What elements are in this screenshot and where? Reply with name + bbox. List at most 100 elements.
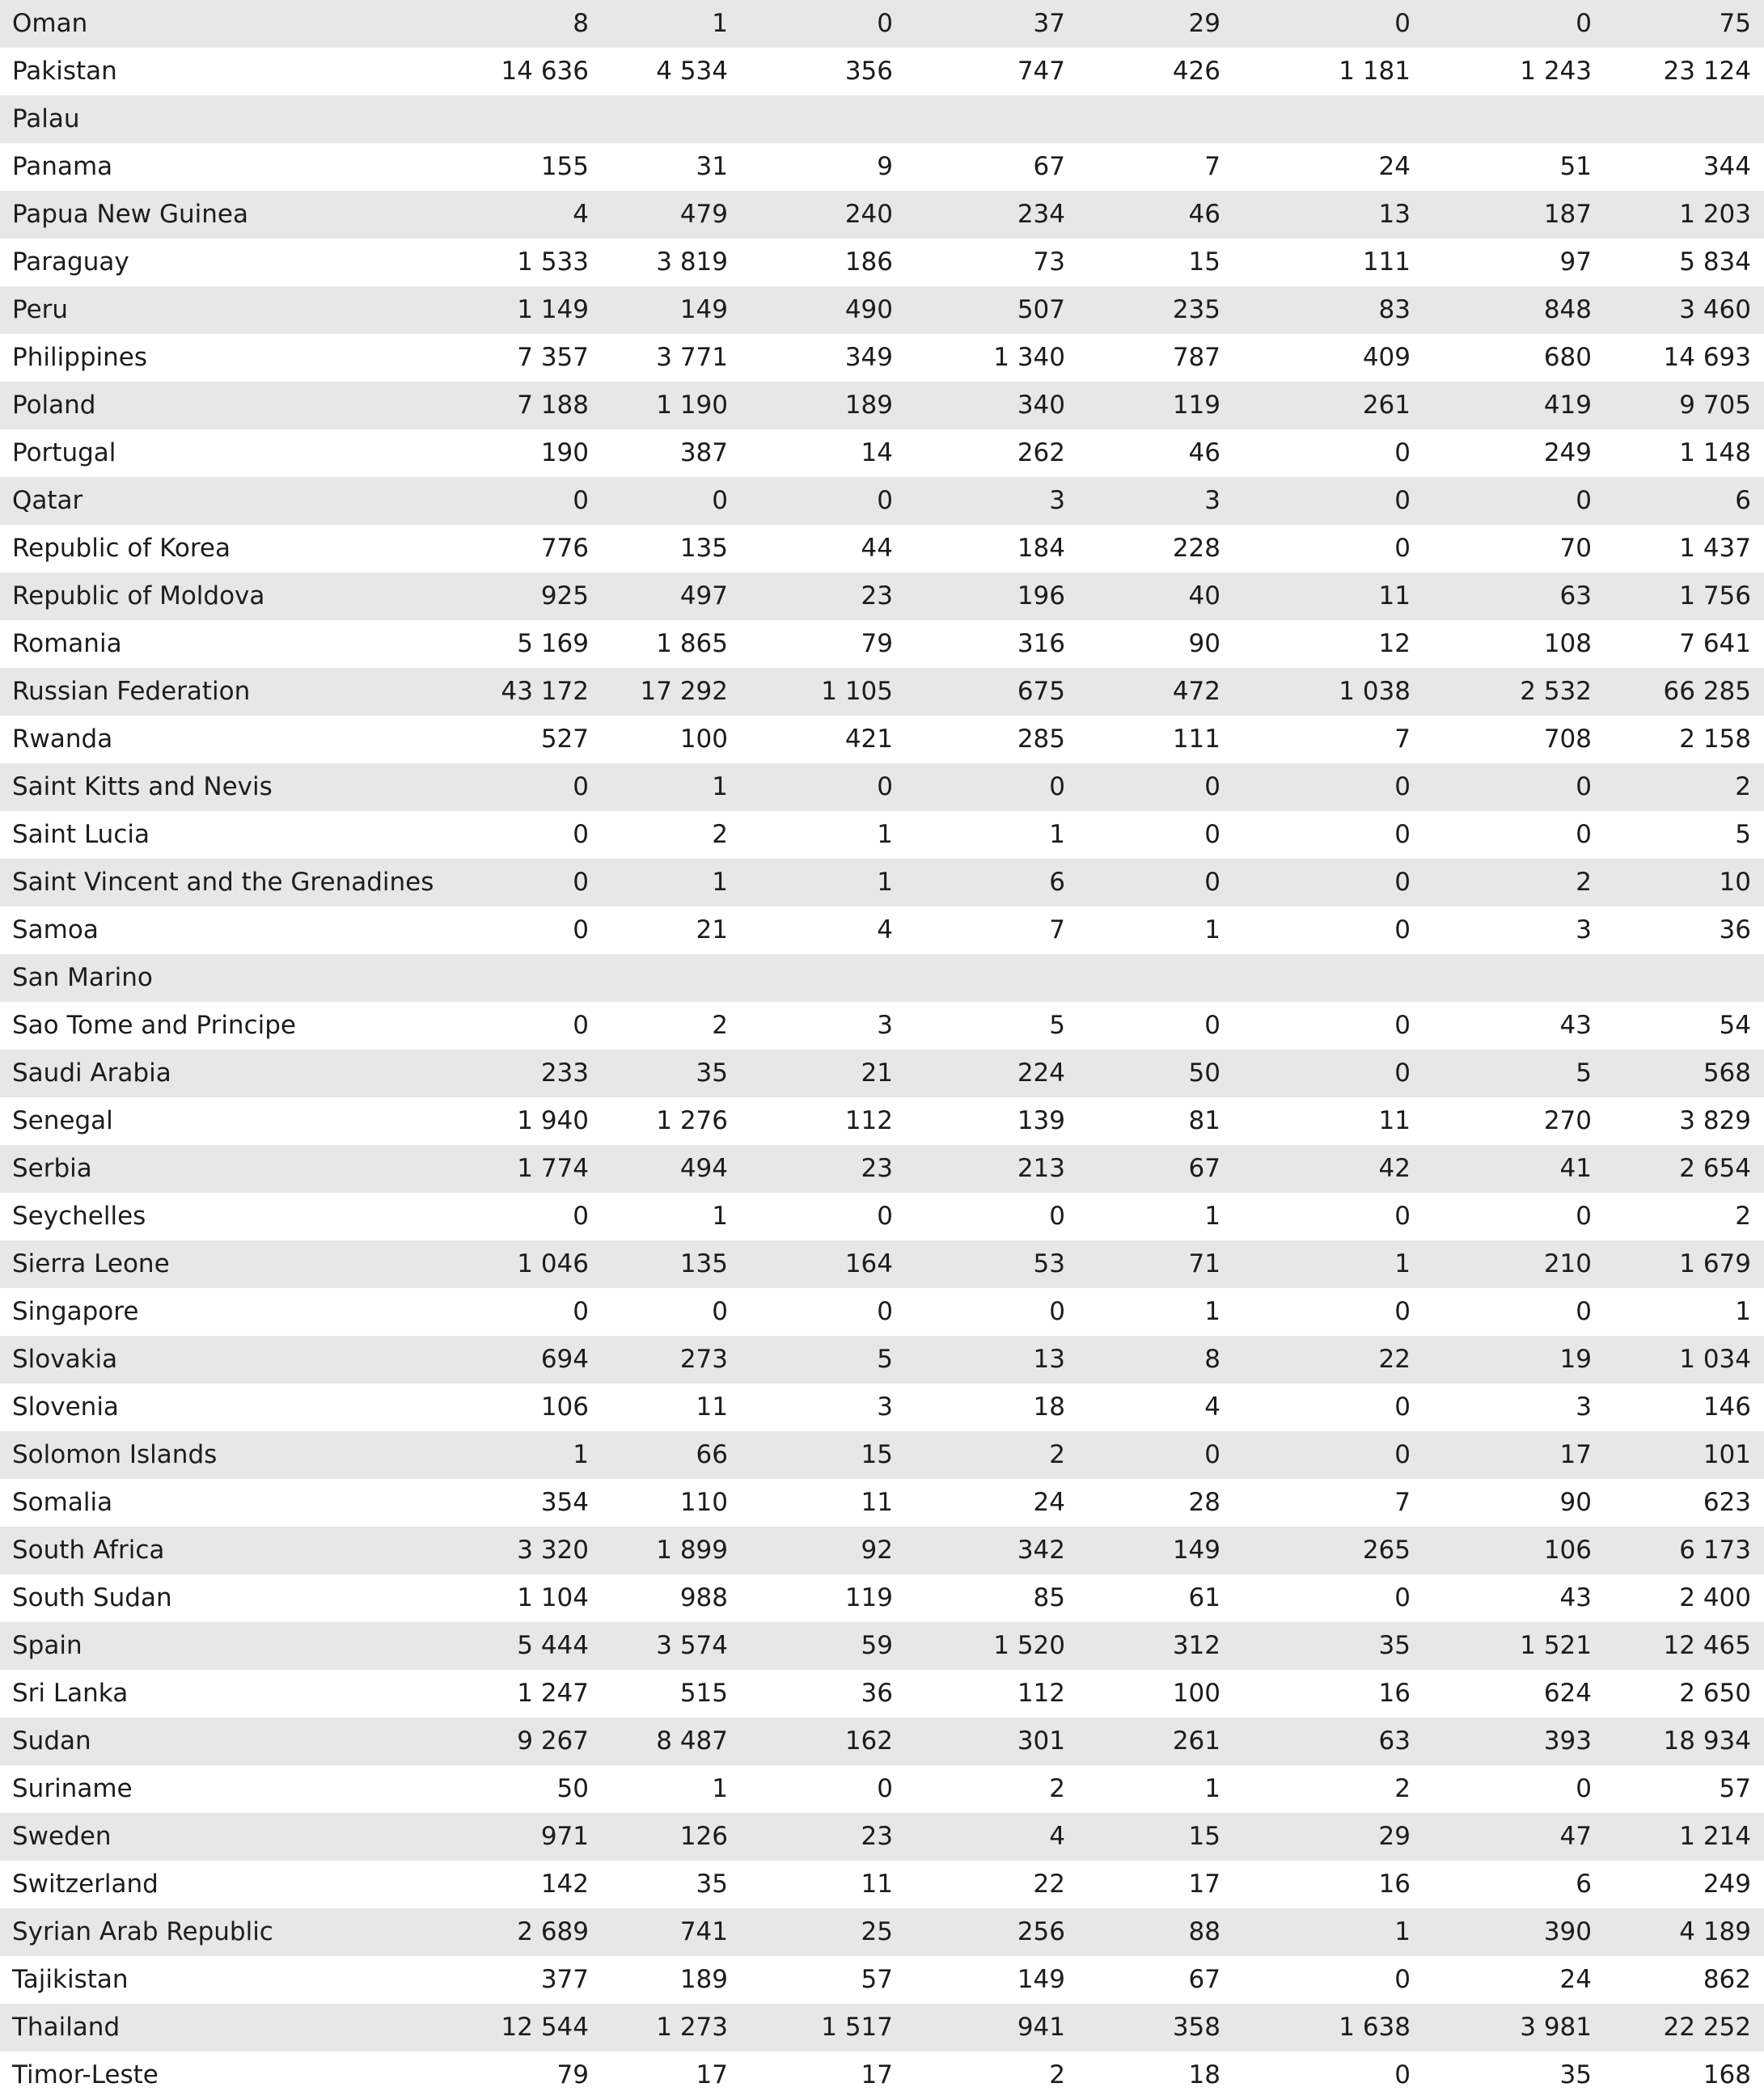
value-cell: 186 — [844, 247, 893, 277]
value-cell: 47 — [1559, 1822, 1592, 1851]
country-name: Panama — [12, 152, 113, 181]
value-cell: 210 — [1543, 1249, 1592, 1278]
table-row: Saint Vincent and the Grenadines 0 1 1 6 0 0 2 1… — [0, 859, 1764, 906]
country-name: Rwanda — [12, 725, 113, 754]
country-name: Tajikistan — [12, 1965, 129, 1994]
value-cell: 497 — [679, 581, 728, 611]
table-row: South Africa 3 320 1 899 92 342 149 265 106 6 17… — [0, 1527, 1764, 1574]
value-cell: 256 — [1017, 1917, 1065, 1946]
value-cell: 42 — [1378, 1154, 1411, 1183]
table-row: Seychelles 0 1 0 0 1 0 0 2 — [0, 1193, 1764, 1240]
table-row: Suriname 50 1 0 2 1 2 0 57 — [0, 1765, 1764, 1813]
value-cell: 0 — [1576, 1202, 1592, 1231]
value-cell: 19 — [1559, 1345, 1592, 1374]
value-cell: 0 — [1204, 772, 1220, 801]
value-cell: 0 — [877, 1774, 893, 1803]
value-cell: 15 — [861, 1440, 893, 1469]
value-cell: 2 400 — [1679, 1583, 1751, 1612]
table-row: Saudi Arabia 233 35 21 224 50 0 5 568 — [0, 1050, 1764, 1097]
value-cell: 135 — [679, 1249, 728, 1278]
value-cell: 1 149 — [517, 295, 589, 324]
table-row: Poland 7 188 1 190 189 340 119 261 419 9 705 — [0, 382, 1764, 429]
value-cell: 0 — [1576, 772, 1592, 801]
value-cell: 1 — [1394, 1249, 1411, 1278]
value-cell: 18 — [1033, 1392, 1065, 1422]
value-cell: 2 532 — [1520, 677, 1592, 706]
table-row: Saint Kitts and Nevis 0 1 0 0 0 0 0 2 — [0, 763, 1764, 811]
value-cell: 265 — [1362, 1536, 1411, 1565]
value-cell: 354 — [540, 1488, 589, 1517]
value-cell: 1 105 — [821, 677, 893, 706]
value-cell: 316 — [1017, 629, 1065, 658]
value-cell: 54 — [1719, 1011, 1751, 1040]
value-cell: 189 — [679, 1965, 728, 1994]
value-cell: 168 — [1703, 2060, 1751, 2089]
value-cell: 2 — [1049, 1774, 1065, 1803]
country-name: Palau — [12, 104, 80, 133]
value-cell: 63 — [1378, 1726, 1411, 1756]
value-cell: 0 — [1394, 2060, 1411, 2089]
value-cell: 1 — [712, 868, 728, 897]
value-cell: 1 046 — [517, 1249, 589, 1278]
value-cell: 44 — [861, 534, 893, 563]
value-cell: 6 — [1576, 1870, 1592, 1899]
value-cell: 1 — [1204, 1297, 1220, 1326]
table-row: Palau — [0, 95, 1764, 143]
value-cell: 9 705 — [1679, 391, 1751, 420]
value-cell: 1 521 — [1520, 1631, 1592, 1660]
value-cell: 0 — [1394, 1297, 1411, 1326]
value-cell: 43 — [1559, 1011, 1592, 1040]
value-cell: 0 — [1394, 820, 1411, 849]
value-cell: 0 — [1049, 1202, 1065, 1231]
country-name: Sierra Leone — [12, 1249, 170, 1278]
country-name: Russian Federation — [12, 677, 251, 706]
country-name: Paraguay — [12, 247, 129, 277]
value-cell: 12 544 — [501, 2013, 589, 2042]
value-cell: 18 934 — [1663, 1726, 1751, 1756]
value-cell: 12 — [1378, 629, 1411, 658]
value-cell: 2 650 — [1679, 1679, 1751, 1708]
table-row: Senegal 1 940 1 276 112 139 81 11 270 3 829 — [0, 1097, 1764, 1145]
value-cell: 344 — [1703, 152, 1751, 181]
value-cell: 270 — [1543, 1106, 1592, 1135]
country-name: Solomon Islands — [12, 1440, 218, 1469]
value-cell: 50 — [556, 1774, 589, 1803]
value-cell: 8 — [1204, 1345, 1220, 1374]
value-cell: 4 — [1049, 1822, 1065, 1851]
value-cell: 111 — [1362, 247, 1411, 277]
table-row: Republic of Moldova 925 497 23 196 40 11 63 1 75… — [0, 573, 1764, 620]
value-cell: 100 — [679, 725, 728, 754]
value-cell: 3 771 — [656, 343, 728, 372]
value-cell: 393 — [1543, 1726, 1592, 1756]
value-cell: 67 — [1188, 1965, 1220, 1994]
value-cell: 67 — [1033, 152, 1065, 181]
value-cell: 100 — [1172, 1679, 1220, 1708]
value-cell: 101 — [1703, 1440, 1751, 1469]
value-cell: 73 — [1033, 247, 1065, 277]
value-cell: 28 — [1188, 1488, 1220, 1517]
value-cell: 5 169 — [517, 629, 589, 658]
value-cell: 12 465 — [1663, 1631, 1751, 1660]
value-cell: 240 — [844, 200, 893, 229]
value-cell: 66 — [696, 1440, 728, 1469]
value-cell: 358 — [1172, 2013, 1220, 2042]
country-name: Saint Kitts and Nevis — [12, 772, 273, 801]
table-row: Panama 155 31 9 67 7 24 51 344 — [0, 143, 1764, 191]
country-name: Sweden — [12, 1822, 112, 1851]
table-row: Slovakia 694 273 5 13 8 22 19 1 034 — [0, 1336, 1764, 1384]
value-cell: 43 — [1559, 1583, 1592, 1612]
value-cell: 11 — [1378, 1106, 1411, 1135]
value-cell: 88 — [1188, 1917, 1220, 1946]
country-name: Republic of Korea — [12, 534, 231, 563]
value-cell: 22 — [1378, 1345, 1411, 1374]
value-cell: 126 — [679, 1822, 728, 1851]
country-name: Timor-Leste — [12, 2060, 159, 2089]
value-cell: 1 038 — [1339, 677, 1411, 706]
value-cell: 1 — [712, 772, 728, 801]
table-row: Sweden 971 126 23 4 15 29 47 1 214 — [0, 1813, 1764, 1861]
value-cell: 23 — [861, 581, 893, 611]
value-cell: 97 — [1559, 247, 1592, 277]
value-cell: 0 — [1049, 772, 1065, 801]
value-cell: 5 834 — [1679, 247, 1751, 277]
value-cell: 0 — [1394, 9, 1411, 38]
